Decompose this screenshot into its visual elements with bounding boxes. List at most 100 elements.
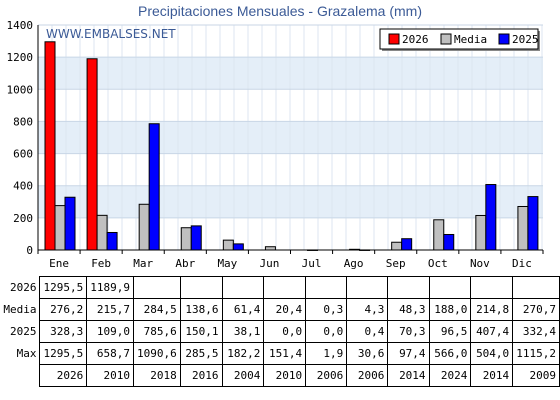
bar-2026-feb: [86, 58, 98, 251]
table-cell: 1115,2: [512, 342, 560, 365]
table-cell: 0,0: [263, 320, 307, 343]
table-cell-year: 2024: [428, 364, 472, 387]
table-cell: [387, 276, 430, 299]
bar-2025-nov: [485, 184, 497, 251]
legend-swatch: [388, 33, 400, 45]
table-row: 2026 1295,5 1189,9: [0, 276, 560, 299]
y-tick-label: 1400: [7, 19, 34, 32]
bar-2025-ene: [64, 196, 76, 251]
table-cell-year: 2026: [39, 364, 88, 387]
table-row: 2025 328,3 109,0 785,6 150,1 38,1 0,0 0,0 0,4 70,…: [0, 320, 560, 343]
table-cell: 1,9: [305, 342, 348, 365]
table-cell: [263, 276, 307, 299]
bar-2025-ago: [359, 249, 371, 251]
table-cell: 1090,6: [132, 342, 181, 365]
bar-2025-dic: [527, 196, 539, 251]
table-cell-year: 2018: [132, 364, 181, 387]
table-cell-year: 2004: [221, 364, 265, 387]
bar-media-abr: [180, 227, 192, 251]
bar-2025-sep: [401, 238, 413, 251]
table-cell-year: 2009: [512, 364, 560, 387]
table-cell: 96,5: [428, 320, 472, 343]
y-tick-label: 600: [13, 148, 33, 161]
y-tick-label: 1200: [7, 51, 34, 64]
legend-swatch: [440, 33, 452, 45]
table-cell: 188,0: [428, 298, 472, 321]
table-cell: [305, 276, 348, 299]
table-cell: 214,8: [470, 298, 514, 321]
table-cell: 4,3: [346, 298, 389, 321]
bar-media-feb: [96, 214, 108, 251]
table-cell: 20,4: [263, 298, 307, 321]
table-cell: 30,6: [346, 342, 389, 365]
bar-media-jun: [264, 246, 276, 251]
x-tick-label: Jul: [302, 257, 322, 270]
table-cell: 270,7: [512, 298, 560, 321]
table-cell: 109,0: [86, 320, 134, 343]
table-cell: 0,0: [305, 320, 348, 343]
bar-2025-may: [232, 243, 244, 251]
x-tick-label: Dic: [512, 257, 532, 270]
y-tick-label: 200: [13, 212, 33, 225]
table-cell: 61,4: [221, 298, 265, 321]
table-row: Media 276,2 215,7 284,5 138,6 61,4 20,4 0,3 4,3 4…: [0, 298, 560, 321]
table-cell-year: 2010: [263, 364, 307, 387]
chart-title: Precipitaciones Mensuales - Grazalema (m…: [138, 3, 422, 19]
table-cell: 785,6: [132, 320, 181, 343]
table-cell: 70,3: [387, 320, 430, 343]
table-row: Max 1295,5 658,7 1090,6 285,5 182,2 151,4 1,9 30…: [0, 342, 560, 365]
y-tick-label: 0: [26, 244, 33, 257]
table-cell-year: 2014: [470, 364, 514, 387]
x-tick-label: Abr: [175, 257, 195, 270]
table-cell: 1295,5: [39, 276, 88, 299]
table-cell: [470, 276, 514, 299]
table-cell: 138,6: [179, 298, 223, 321]
table-cell: 407,4: [470, 320, 514, 343]
legend-swatch: [498, 33, 510, 45]
table-cell: [428, 276, 472, 299]
table-cell: 332,4: [512, 320, 560, 343]
x-tick-label: Oct: [428, 257, 448, 270]
row-label: [0, 365, 40, 387]
data-table: 2026 1295,5 1189,9 Media 276,2 215,7 284,5 138,…: [0, 276, 560, 387]
x-tick-label: Sep: [386, 257, 406, 270]
table-cell: 566,0: [428, 342, 472, 365]
table-cell: 151,4: [263, 342, 307, 365]
y-tick-label: 400: [13, 180, 33, 193]
row-label: 2026: [9, 281, 37, 294]
table-cell: [179, 276, 223, 299]
bar-2025-abr: [190, 225, 202, 251]
x-tick-label: Feb: [91, 257, 111, 270]
table-cell: [132, 276, 181, 299]
x-tick-label: Ene: [49, 257, 69, 270]
table-cell: 182,2: [221, 342, 265, 365]
table-cell: 150,1: [179, 320, 223, 343]
bar-2025-oct: [443, 233, 455, 251]
watermark: WWW.EMBALSES.NET: [46, 27, 176, 41]
legend-label: 2025: [512, 33, 539, 46]
y-tick-label: 1000: [7, 83, 34, 96]
table-cell-year: 2014: [387, 364, 430, 387]
row-label: 2025: [9, 325, 37, 338]
x-tick-label: Mar: [133, 257, 153, 270]
bar-media-may: [222, 239, 234, 251]
bar-2025-mar: [148, 123, 160, 251]
bar-media-ene: [54, 205, 66, 251]
table-cell: 285,5: [179, 342, 223, 365]
legend-label: 2026: [402, 33, 429, 46]
table-cell: [512, 276, 560, 299]
bar-media-nov: [475, 214, 487, 251]
x-tick-label: Jun: [260, 257, 280, 270]
bar-media-oct: [433, 219, 445, 251]
table-cell: [221, 276, 265, 299]
x-tick-label: Ago: [344, 257, 364, 270]
table-cell: 504,0: [470, 342, 514, 365]
table-cell: 1295,5: [39, 342, 88, 365]
table-cell: 276,2: [39, 298, 88, 321]
row-label: Media: [3, 303, 37, 316]
table-cell: 328,3: [39, 320, 88, 343]
bar-2025-feb: [106, 231, 118, 251]
bar-2026-ene: [44, 41, 56, 251]
bar-media-sep: [391, 241, 403, 251]
table-cell-year: 2010: [86, 364, 134, 387]
